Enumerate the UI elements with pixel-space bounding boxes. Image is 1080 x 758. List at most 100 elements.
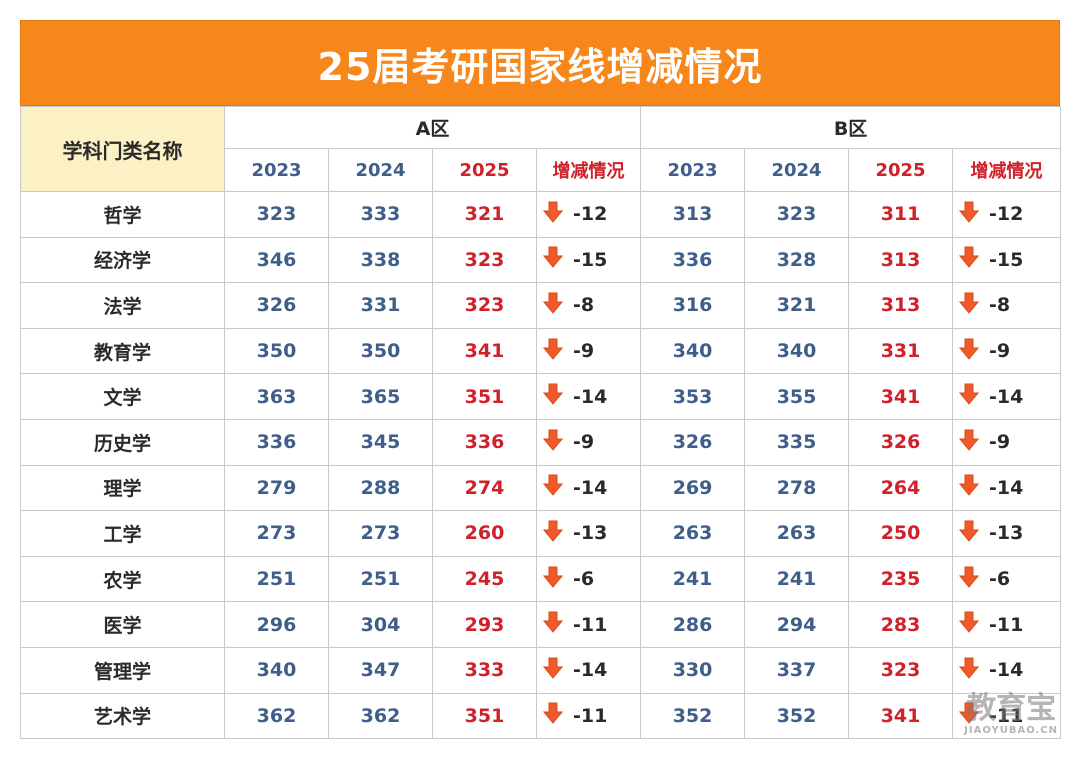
- down-arrow-icon: [959, 383, 980, 410]
- table-row: 管理学 340 347 333 -14 330 337 323 -14: [20, 646, 1062, 694]
- a-change-cell: -14: [535, 373, 642, 420]
- a-2024-value: 251: [328, 555, 433, 603]
- a-change-cell: -8: [535, 282, 642, 329]
- down-arrow-icon: [543, 611, 563, 638]
- b-change-value: -9: [989, 340, 1011, 363]
- b-change-cell: -11: [952, 601, 1062, 648]
- b-2023-value: 316: [640, 282, 746, 329]
- a-2025-value: 274: [432, 464, 537, 512]
- subject-cell: 经济学: [20, 236, 225, 284]
- a-change-cell: -12: [535, 191, 642, 238]
- b-2023-value: 330: [640, 646, 746, 694]
- table-row: 经济学 346 338 323 -15 336 328 313 -15: [20, 236, 1062, 284]
- b-change-cell: -14: [952, 646, 1062, 694]
- a-change-value: -13: [573, 522, 608, 545]
- a-change-cell: -14: [535, 646, 642, 694]
- b-change-cell: -13: [952, 510, 1062, 557]
- a-2024-value: 347: [328, 646, 433, 694]
- a-change-value: -11: [573, 704, 608, 727]
- down-arrow-icon: [959, 292, 980, 319]
- a-change-value: -6: [573, 568, 595, 591]
- b-2024-value: 278: [744, 464, 850, 512]
- down-arrow-icon: [543, 429, 563, 456]
- b-change-value: -6: [989, 568, 1011, 591]
- down-arrow-icon: [959, 702, 980, 729]
- a-year-2025-header: 2025: [432, 148, 537, 192]
- table-row: 历史学 336 345 336 -9 326 335 326 -9: [20, 418, 1062, 466]
- b-2024-value: 352: [744, 692, 850, 740]
- watermark-logo: 教育宝 JIAOYUBAO.CN: [964, 694, 1058, 736]
- b-change-cell: -15: [952, 236, 1062, 284]
- subject-cell: 农学: [20, 555, 225, 603]
- a-2023-value: 323: [224, 191, 329, 238]
- subject-cell: 教育学: [20, 327, 225, 375]
- down-arrow-icon: [959, 429, 980, 456]
- b-change-cell: -14: [952, 373, 1062, 420]
- a-change-value: -15: [573, 248, 608, 271]
- b-2023-value: 313: [640, 191, 746, 238]
- down-arrow-icon: [959, 246, 980, 273]
- down-arrow-icon: [543, 566, 563, 593]
- down-arrow-icon: [543, 657, 563, 684]
- title-bar: 25届考研国家线增减情况: [20, 20, 1060, 106]
- a-change-cell: -14: [535, 464, 642, 512]
- a-change-header: 增减情况: [535, 148, 642, 192]
- b-2025-value: 283: [848, 601, 954, 648]
- b-change-value: -8: [989, 294, 1011, 317]
- b-change-header: 增减情况: [952, 148, 1062, 192]
- a-2023-value: 296: [224, 601, 329, 648]
- a-2025-value: 336: [432, 418, 537, 466]
- a-change-value: -9: [573, 340, 595, 363]
- a-2024-value: 350: [328, 327, 433, 375]
- a-2024-value: 304: [328, 601, 433, 648]
- a-change-cell: -6: [535, 555, 642, 603]
- a-2023-value: 326: [224, 282, 329, 329]
- b-change-value: -12: [989, 203, 1024, 226]
- b-2025-value: 264: [848, 464, 954, 512]
- b-2025-value: 323: [848, 646, 954, 694]
- a-change-value: -12: [573, 203, 608, 226]
- down-arrow-icon: [959, 520, 980, 547]
- a-2025-value: 333: [432, 646, 537, 694]
- a-2025-value: 293: [432, 601, 537, 648]
- category-header: 学科门类名称: [20, 106, 225, 192]
- a-2024-value: 365: [328, 373, 433, 420]
- a-2023-value: 340: [224, 646, 329, 694]
- table-row: 法学 326 331 323 -8 316 321 313 -8: [20, 282, 1062, 329]
- subject-cell: 艺术学: [20, 692, 225, 740]
- subject-cell: 历史学: [20, 418, 225, 466]
- down-arrow-icon: [543, 338, 563, 365]
- a-2023-value: 336: [224, 418, 329, 466]
- a-2023-value: 273: [224, 510, 329, 557]
- a-year-2023-header: 2023: [224, 148, 329, 192]
- b-2025-value: 331: [848, 327, 954, 375]
- a-change-cell: -15: [535, 236, 642, 284]
- a-year-2024-header: 2024: [328, 148, 433, 192]
- a-2024-value: 362: [328, 692, 433, 740]
- subject-cell: 工学: [20, 510, 225, 557]
- a-2025-value: 245: [432, 555, 537, 603]
- a-change-value: -8: [573, 294, 595, 317]
- subject-cell: 文学: [20, 373, 225, 420]
- down-arrow-icon: [959, 338, 980, 365]
- b-2024-value: 323: [744, 191, 850, 238]
- down-arrow-icon: [543, 702, 563, 729]
- a-change-value: -14: [573, 385, 608, 408]
- down-arrow-icon: [543, 383, 563, 410]
- b-2025-value: 235: [848, 555, 954, 603]
- a-2025-value: 351: [432, 692, 537, 740]
- a-2024-value: 345: [328, 418, 433, 466]
- b-change-value: -13: [989, 522, 1024, 545]
- a-change-cell: -9: [535, 327, 642, 375]
- b-change-cell: -8: [952, 282, 1062, 329]
- b-change-cell: -9: [952, 418, 1062, 466]
- a-2025-value: 321: [432, 191, 537, 238]
- down-arrow-icon: [959, 566, 980, 593]
- subject-cell: 管理学: [20, 646, 225, 694]
- b-change-value: -11: [989, 704, 1024, 727]
- watermark-main: 教育宝: [966, 691, 1057, 726]
- a-2025-value: 323: [432, 236, 537, 284]
- down-arrow-icon: [543, 201, 563, 228]
- down-arrow-icon: [959, 201, 980, 228]
- b-2025-value: 341: [848, 373, 954, 420]
